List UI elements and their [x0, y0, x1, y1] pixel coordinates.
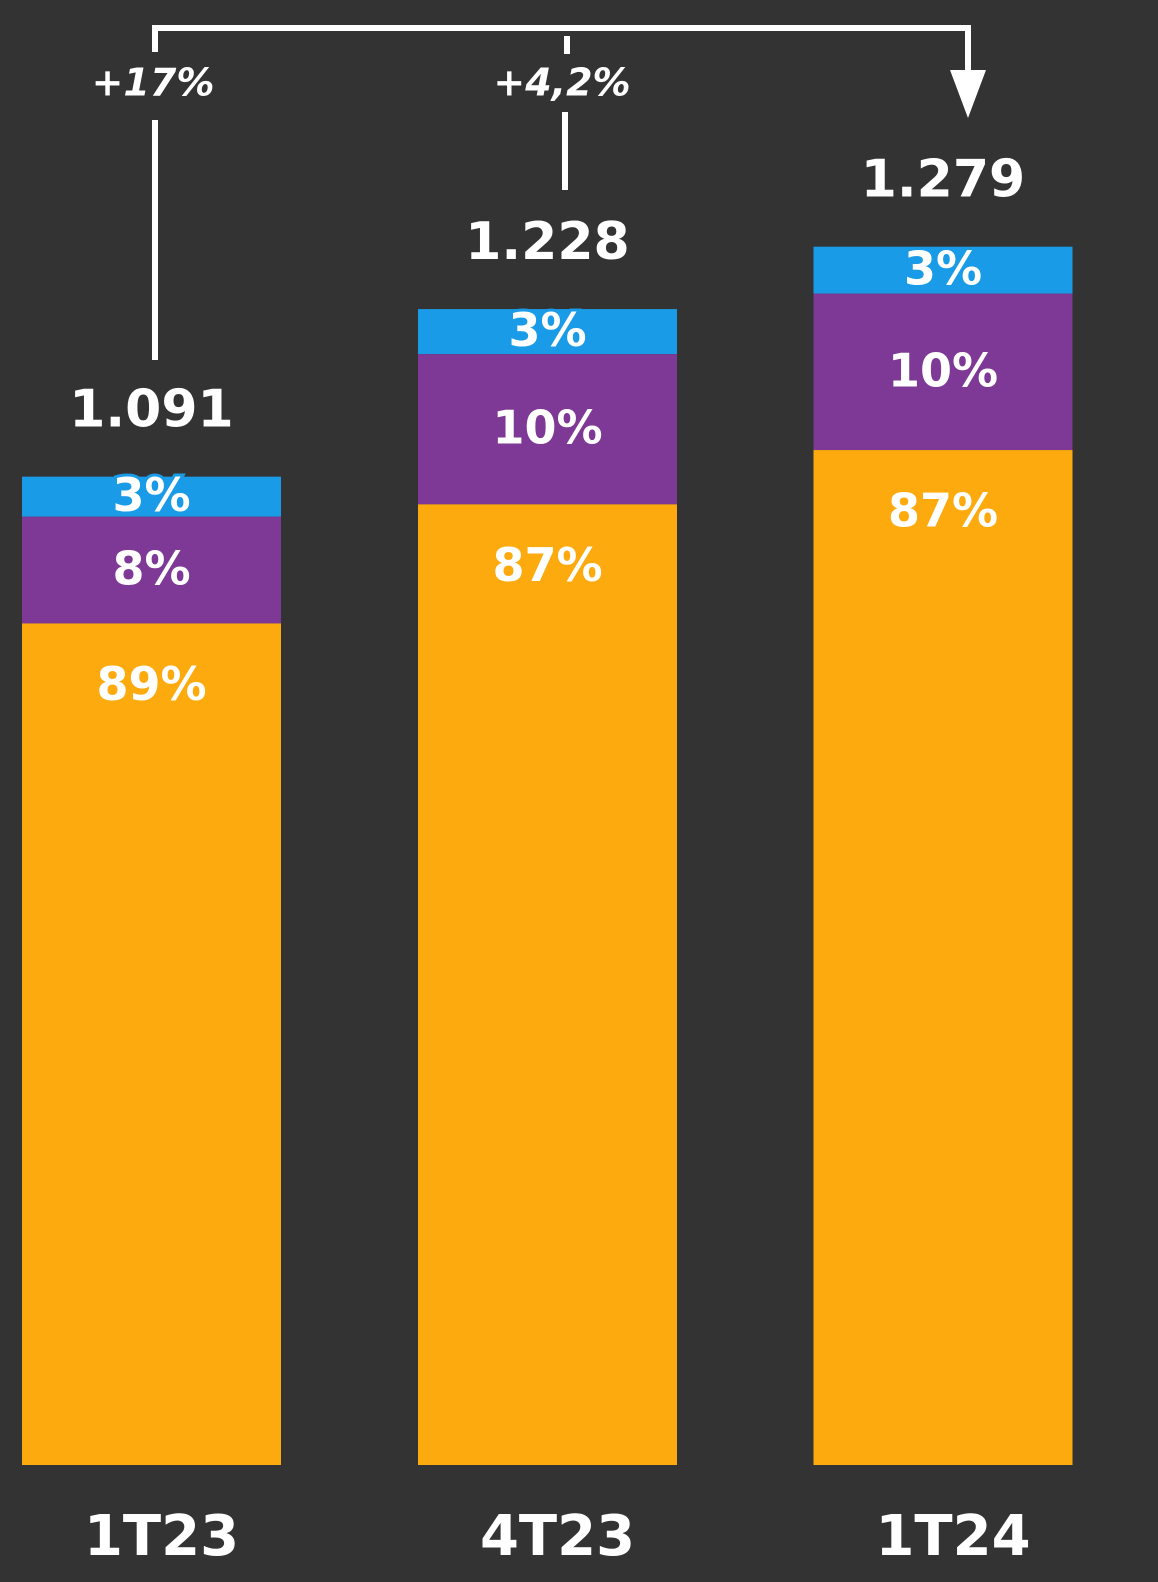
- segment-label: 3%: [904, 242, 982, 296]
- segment-label: 8%: [112, 542, 190, 596]
- segment-label: 87%: [888, 484, 998, 538]
- bar-segment: [813, 246, 1073, 294]
- bar-segment: [22, 476, 281, 517]
- bar-segment: [22, 516, 281, 624]
- bar-segment: [813, 293, 1073, 451]
- bar-segment: [813, 450, 1073, 1465]
- bar-segment: [418, 504, 677, 1465]
- annotation: +17%: [92, 61, 215, 105]
- x-tick-label: 4T23: [480, 1504, 635, 1569]
- growth-bracket: [152, 25, 971, 74]
- total-label: 1.228: [465, 212, 629, 272]
- annotation: +4,2%: [493, 61, 630, 105]
- segment-label: 3%: [112, 468, 190, 522]
- bar-segment: [22, 623, 281, 1465]
- segment-label: 10%: [888, 343, 998, 397]
- total-label: 1.091: [69, 380, 233, 440]
- x-tick-label: 1T23: [84, 1504, 239, 1569]
- x-tick-label: 1T24: [875, 1504, 1030, 1569]
- segment-label: 3%: [508, 303, 586, 357]
- bar-segment: [418, 354, 677, 505]
- segment-label: 89%: [96, 657, 206, 711]
- bar-segment: [418, 309, 677, 355]
- segment-label: 10%: [492, 401, 602, 455]
- total-label: 1.279: [861, 150, 1025, 210]
- arrow-head: [950, 70, 986, 118]
- segment-label: 87%: [492, 538, 602, 592]
